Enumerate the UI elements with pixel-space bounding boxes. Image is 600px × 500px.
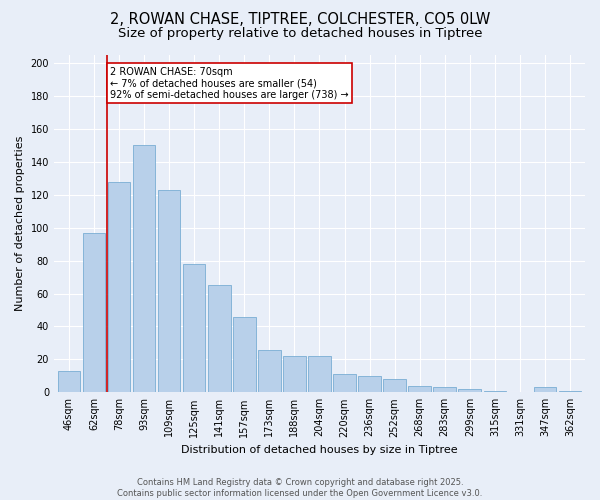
Y-axis label: Number of detached properties: Number of detached properties [15, 136, 25, 312]
Text: Size of property relative to detached houses in Tiptree: Size of property relative to detached ho… [118, 28, 482, 40]
Bar [383, 379, 406, 392]
Bar [108, 182, 130, 392]
X-axis label: Distribution of detached houses by size in Tiptree: Distribution of detached houses by size … [181, 445, 458, 455]
Bar [433, 388, 456, 392]
Text: 2 ROWAN CHASE: 70sqm
← 7% of detached houses are smaller (54)
92% of semi-detach: 2 ROWAN CHASE: 70sqm ← 7% of detached ho… [110, 66, 349, 100]
Bar [559, 390, 581, 392]
Text: 2, ROWAN CHASE, TIPTREE, COLCHESTER, CO5 0LW: 2, ROWAN CHASE, TIPTREE, COLCHESTER, CO5… [110, 12, 490, 28]
Bar [283, 356, 305, 393]
Bar [208, 286, 230, 393]
Bar [158, 190, 181, 392]
Text: Contains HM Land Registry data © Crown copyright and database right 2025.
Contai: Contains HM Land Registry data © Crown c… [118, 478, 482, 498]
Bar [458, 389, 481, 392]
Bar [233, 316, 256, 392]
Bar [484, 390, 506, 392]
Bar [358, 376, 381, 392]
Bar [333, 374, 356, 392]
Bar [533, 388, 556, 392]
Bar [258, 350, 281, 393]
Bar [58, 371, 80, 392]
Bar [183, 264, 205, 392]
Bar [308, 356, 331, 393]
Bar [133, 146, 155, 392]
Bar [409, 386, 431, 392]
Bar [83, 232, 105, 392]
